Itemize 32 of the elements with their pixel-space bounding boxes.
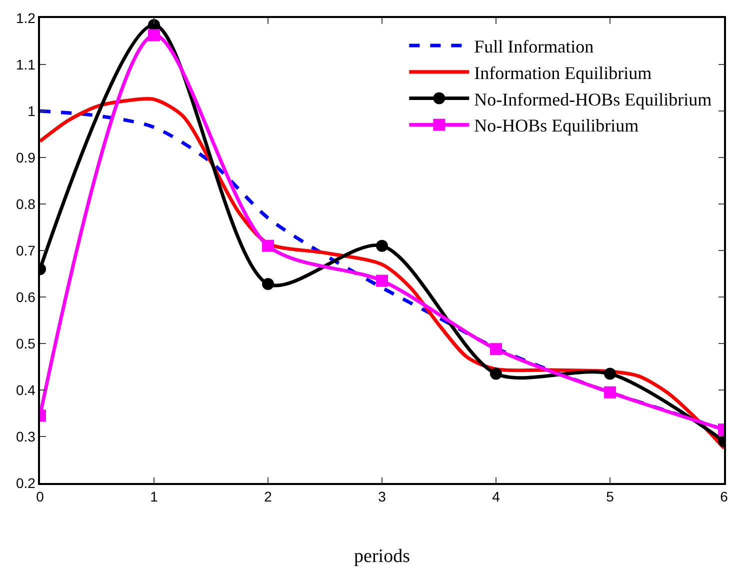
point xyxy=(148,29,160,42)
x-tick-label: 1 xyxy=(150,488,158,505)
point xyxy=(376,274,388,287)
x-tick-label: 5 xyxy=(606,488,614,505)
point xyxy=(490,343,502,356)
x-tick-label: 4 xyxy=(492,488,500,505)
legend-label: No-HOBs Equilibrium xyxy=(474,116,639,136)
y-tick-label: 0.8 xyxy=(16,196,36,212)
point xyxy=(262,240,274,252)
x-tick-label: 0 xyxy=(36,488,44,505)
y-tick-label: 1 xyxy=(28,102,36,119)
legend-label: Full Information xyxy=(474,36,594,57)
y-tick-label: 0.6 xyxy=(16,288,36,305)
y-tick-label: 0.9 xyxy=(16,149,36,166)
y-tick-label: 0.5 xyxy=(16,335,36,352)
y-tick-label: 0.4 xyxy=(16,382,36,398)
y-tick-label: 0.7 xyxy=(16,242,36,258)
x-axis-title: periods xyxy=(354,546,410,567)
x-tick-label: 6 xyxy=(720,488,728,505)
point xyxy=(604,386,616,398)
point xyxy=(262,278,274,290)
legend-label: Information Equilibrium xyxy=(474,62,652,83)
y-tick-label: 1.2 xyxy=(16,10,36,26)
x-tick-label: 2 xyxy=(264,488,272,505)
point xyxy=(376,240,388,252)
legend-label: No-Informed-HOBs Equilibrium xyxy=(474,89,712,110)
point xyxy=(490,368,502,380)
x-tick-label: 3 xyxy=(378,488,386,505)
y-tick-label: 0.2 xyxy=(16,474,36,491)
y-tick-label: 1.1 xyxy=(16,56,36,72)
y-tick-label: 0.3 xyxy=(16,428,36,444)
point xyxy=(604,368,616,380)
